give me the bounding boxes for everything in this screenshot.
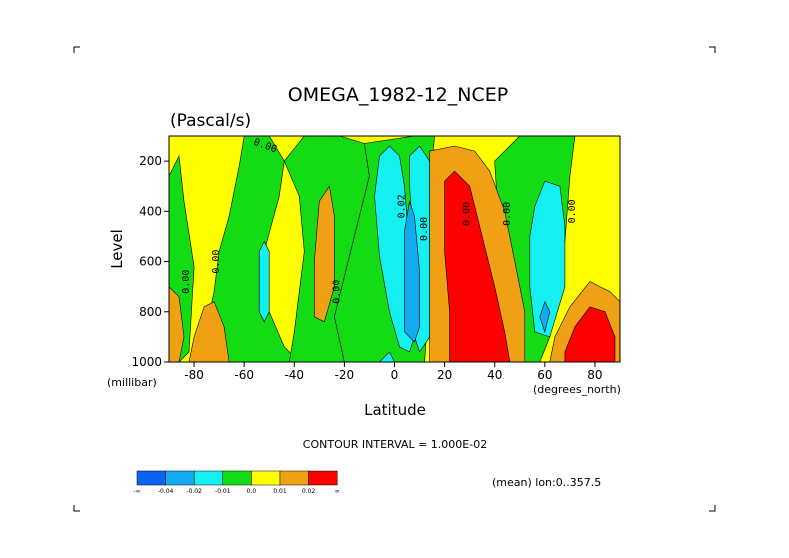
contour-region bbox=[258, 240, 270, 323]
colorbar-swatch bbox=[222, 470, 252, 486]
y-tick-label: 1000 bbox=[131, 355, 162, 369]
y-tick-label: 600 bbox=[139, 255, 162, 269]
colorbar-label: 0.01 bbox=[273, 488, 287, 495]
y-axis-label: Level bbox=[108, 229, 126, 269]
colorbar-swatch bbox=[308, 470, 338, 486]
contour-region bbox=[169, 286, 185, 362]
mean-text: (mean) lon:0..357.5 bbox=[492, 476, 601, 489]
y-tick-label: 400 bbox=[139, 204, 162, 218]
contour-region bbox=[198, 136, 300, 362]
colorbar-swatch bbox=[136, 470, 166, 486]
colorbar: -∞ -0.04 -0.02 -0.01 0.0 0.01 0.02 ∞ bbox=[133, 470, 340, 495]
x-tick-label: 40 bbox=[487, 368, 502, 382]
contour-region bbox=[444, 170, 511, 362]
y-unit-label: (millibar) bbox=[107, 376, 157, 389]
contour-label: 0.00 bbox=[567, 199, 578, 223]
contour-region bbox=[404, 201, 420, 343]
x-axis: -80 -60 -40 -20 0 20 40 60 80 bbox=[184, 362, 603, 382]
contour-label: 0.00 bbox=[331, 280, 342, 304]
contour-interval-text: CONTOUR INTERVAL = 1.000E-02 bbox=[303, 438, 487, 451]
contour-label: 0.00 bbox=[419, 217, 430, 241]
contour-label: 0.00 bbox=[502, 202, 513, 226]
x-tick-label: 60 bbox=[537, 368, 552, 382]
x-axis-label: Latitude bbox=[364, 401, 426, 419]
colorbar-swatch bbox=[279, 470, 309, 486]
contour-region bbox=[539, 300, 551, 333]
colorbar-label: -0.04 bbox=[158, 488, 174, 495]
colorbar-label: 0.02 bbox=[302, 488, 316, 495]
colorbar-swatch bbox=[165, 470, 195, 486]
contour-label: 0.00 bbox=[181, 270, 192, 294]
y-axis: 200 400 600 800 1000 bbox=[131, 154, 169, 369]
x-unit-label: (degrees_north) bbox=[533, 383, 621, 396]
contour-region bbox=[313, 185, 335, 323]
contour-region bbox=[379, 351, 395, 362]
contour-label: 0.02 bbox=[397, 194, 408, 218]
x-tick-label: -80 bbox=[184, 368, 204, 382]
contour-fill bbox=[169, 136, 620, 362]
contour-region bbox=[529, 180, 566, 338]
y-tick-label: 200 bbox=[139, 154, 162, 168]
colorbar-swatch bbox=[193, 470, 224, 486]
contour-region bbox=[564, 306, 616, 362]
x-tick-label: 0 bbox=[391, 368, 399, 382]
contour-label: 0.00 bbox=[462, 202, 473, 226]
colorbar-swatch bbox=[251, 470, 281, 486]
x-tick-label: -40 bbox=[284, 368, 304, 382]
colorbar-label: ∞ bbox=[335, 488, 340, 495]
contour-label: 0.00 bbox=[211, 250, 222, 274]
crop-marks bbox=[73, 46, 716, 512]
y-tick-label: 800 bbox=[139, 305, 162, 319]
x-tick-label: 80 bbox=[587, 368, 602, 382]
colorbar-label: -0.01 bbox=[215, 488, 231, 495]
x-tick-label: -20 bbox=[335, 368, 355, 382]
colorbar-label: -∞ bbox=[133, 488, 140, 495]
chart-title: OMEGA_1982-12_NCEP bbox=[288, 84, 508, 106]
colorbar-label: 0.0 bbox=[247, 488, 257, 495]
contour-region bbox=[188, 301, 230, 362]
x-tick-label: -60 bbox=[234, 368, 254, 382]
chart-units: (Pascal/s) bbox=[170, 111, 251, 131]
x-tick-label: 20 bbox=[437, 368, 452, 382]
colorbar-label: -0.02 bbox=[186, 488, 202, 495]
